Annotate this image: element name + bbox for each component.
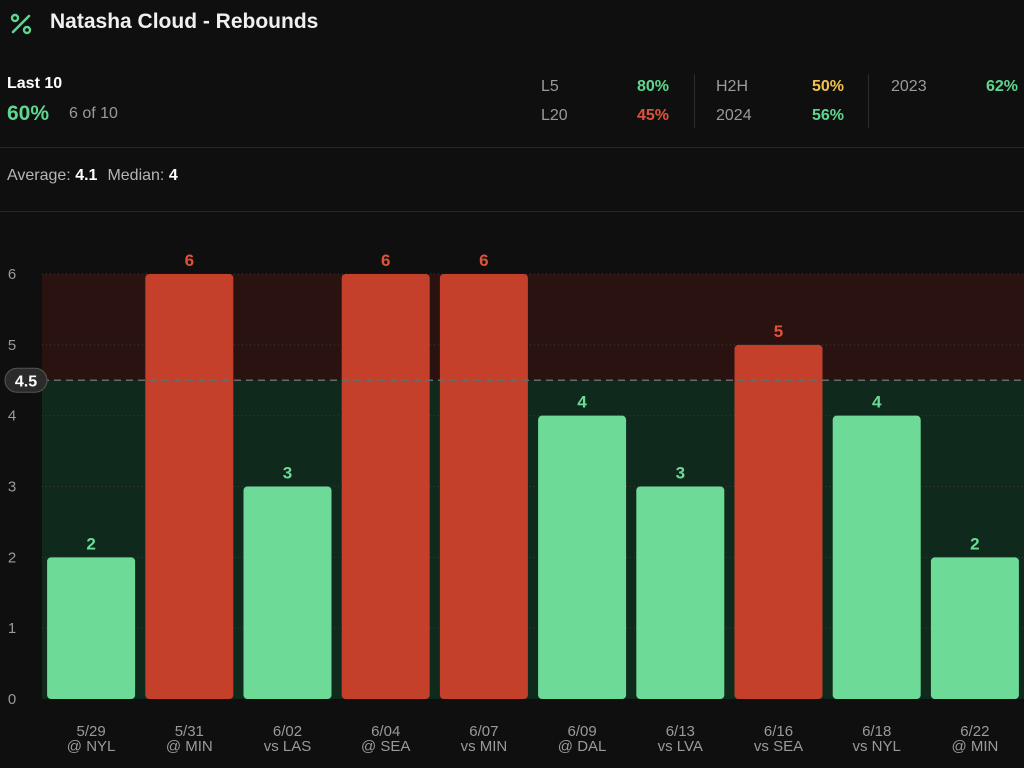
bar bbox=[832, 415, 921, 699]
stat-divider bbox=[694, 74, 695, 128]
threshold-label: 4.5 bbox=[15, 373, 37, 390]
bar bbox=[145, 274, 234, 699]
percent-icon bbox=[10, 13, 32, 35]
y-tick-label: 3 bbox=[8, 479, 16, 496]
last-label: Last 10 bbox=[7, 75, 63, 92]
x-tick-date: 6/18 bbox=[862, 723, 891, 740]
x-tick-opponent: vs SEA bbox=[754, 738, 803, 755]
x-tick-date: 6/16 bbox=[764, 723, 793, 740]
x-tick-opponent: @ MIN bbox=[951, 738, 998, 755]
page-title: Natasha Cloud - Rebounds bbox=[50, 10, 319, 33]
x-tick-opponent: @ SEA bbox=[361, 738, 410, 755]
bar-value-label: 6 bbox=[381, 251, 390, 270]
bar-value-label: 3 bbox=[676, 464, 685, 483]
bar bbox=[734, 344, 823, 699]
stat-value-2023: 62% bbox=[985, 78, 1018, 95]
bar-value-label: 4 bbox=[872, 393, 882, 412]
bar bbox=[636, 486, 725, 699]
x-tick-opponent: vs MIN bbox=[461, 738, 508, 755]
summary-panel: Last 10 60% 6 of 10 L5 80% L20 45% H2H 5… bbox=[0, 66, 1024, 148]
header: Natasha Cloud - Rebounds bbox=[0, 0, 1024, 48]
average-label: Average: bbox=[7, 167, 71, 184]
bar-value-label: 3 bbox=[283, 464, 292, 483]
stat-value-2024: 56% bbox=[811, 107, 844, 124]
stat-label-2024: 2024 bbox=[716, 107, 752, 124]
x-tick-date: 6/04 bbox=[371, 723, 400, 740]
median-value: 4 bbox=[168, 167, 178, 184]
bar-value-label: 5 bbox=[774, 322, 783, 341]
bar bbox=[243, 486, 332, 699]
divider bbox=[0, 211, 1024, 212]
x-tick-opponent: @ NYL bbox=[67, 738, 116, 755]
stat-label-l20: L20 bbox=[541, 107, 568, 124]
bar bbox=[341, 274, 430, 699]
bar-value-label: 6 bbox=[185, 251, 194, 270]
y-tick-label: 6 bbox=[8, 266, 16, 283]
threshold-badge bbox=[4, 367, 48, 393]
x-tick-opponent: vs NYL bbox=[853, 738, 901, 755]
hit-rate-percent: 60% bbox=[7, 102, 50, 125]
stat-label-h2h: H2H bbox=[716, 78, 749, 95]
x-tick-date: 5/29 bbox=[76, 723, 105, 740]
bar-value-label: 2 bbox=[86, 534, 95, 553]
bar bbox=[47, 557, 136, 699]
x-tick-date: 6/02 bbox=[273, 723, 302, 740]
x-tick-opponent: @ MIN bbox=[166, 738, 213, 755]
average-value: 4.1 bbox=[75, 167, 98, 184]
stat-value-h2h: 50% bbox=[811, 78, 844, 95]
x-tick-opponent: vs LAS bbox=[264, 738, 312, 755]
x-tick-date: 6/22 bbox=[960, 723, 989, 740]
y-tick-label: 1 bbox=[8, 620, 16, 637]
bar bbox=[538, 415, 627, 699]
x-tick-opponent: vs LVA bbox=[658, 738, 703, 755]
averages-row: Average: 4.1 Median: 4 bbox=[7, 167, 178, 185]
x-tick-date: 5/31 bbox=[175, 723, 204, 740]
stat-label-l5: L5 bbox=[541, 78, 559, 95]
median-label: Median: bbox=[107, 167, 165, 184]
stat-value-l20: 45% bbox=[636, 107, 669, 124]
stat-divider bbox=[868, 74, 869, 128]
stat-value-l5: 80% bbox=[636, 78, 669, 95]
stat-label-2023: 2023 bbox=[891, 78, 927, 95]
x-tick-opponent: @ DAL bbox=[558, 738, 607, 755]
divider bbox=[0, 147, 1024, 148]
x-tick-date: 6/09 bbox=[567, 723, 596, 740]
bar bbox=[439, 274, 528, 699]
y-tick-label: 5 bbox=[8, 337, 16, 354]
y-tick-label: 2 bbox=[8, 549, 16, 566]
y-tick-label: 4 bbox=[8, 408, 16, 425]
y-tick-label: 0 bbox=[8, 691, 16, 708]
x-tick-date: 6/07 bbox=[469, 723, 498, 740]
bar-value-label: 4 bbox=[577, 393, 587, 412]
bar-value-label: 6 bbox=[479, 251, 488, 270]
hit-rate-count: 6 of 10 bbox=[69, 105, 118, 122]
bar bbox=[930, 557, 1019, 699]
bar-value-label: 2 bbox=[970, 534, 979, 553]
x-tick-date: 6/13 bbox=[666, 723, 695, 740]
